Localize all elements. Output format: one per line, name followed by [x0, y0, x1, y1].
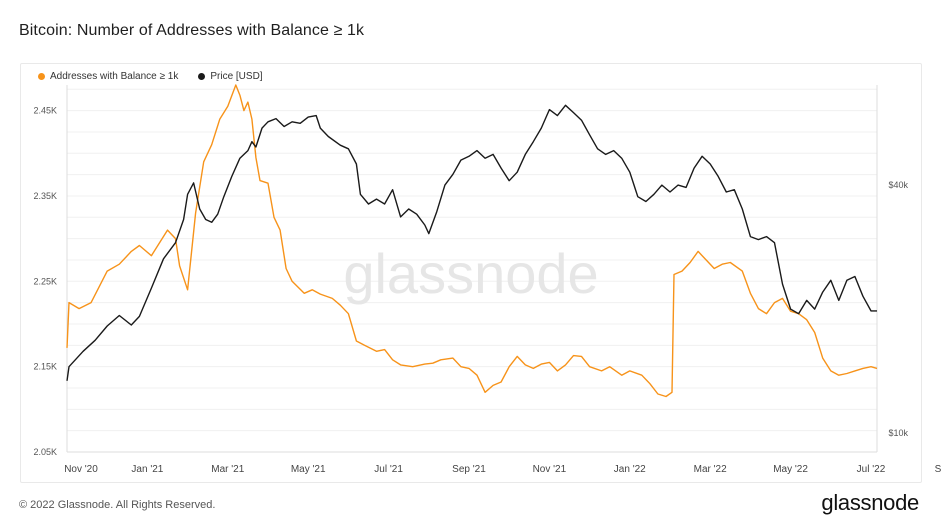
series-line-addresses — [66, 84, 878, 398]
x-tick-label: Jan '22 — [614, 464, 646, 475]
chart-legend: Addresses with Balance ≥ 1k Price [USD] — [38, 71, 263, 82]
y-right-tick-label: $40k — [888, 180, 908, 190]
x-tick-label: Mar '22 — [694, 464, 727, 475]
y-left-tick-label: 2.45K — [33, 106, 57, 116]
x-tick-label: Sep '22 — [935, 464, 941, 475]
x-tick-label: May '21 — [291, 464, 326, 475]
legend-item-addresses[interactable]: Addresses with Balance ≥ 1k — [38, 71, 178, 82]
glassnode-logo[interactable]: glassnode — [821, 490, 919, 515]
y-left-tick-label: 2.35K — [33, 191, 57, 201]
x-tick-label: May '22 — [773, 464, 808, 475]
y-left-tick-label: 2.05K — [33, 447, 57, 457]
y-left-tick-label: 2.25K — [33, 276, 57, 286]
watermark-text: glassnode — [343, 242, 598, 305]
legend-swatch-price — [198, 73, 206, 80]
x-tick-label: Jul '22 — [857, 464, 886, 475]
x-tick-label: Mar '21 — [211, 464, 244, 475]
page-title: Bitcoin: Number of Addresses with Balanc… — [19, 22, 365, 39]
legend-label-price: Price [USD] — [210, 71, 263, 82]
series-line-price — [66, 104, 877, 381]
x-tick-label: Jan '21 — [131, 464, 163, 475]
y-right-tick-label: $10k — [888, 428, 908, 438]
copyright-footer: © 2022 Glassnode. All Rights Reserved. — [19, 499, 216, 511]
legend-item-price[interactable]: Price [USD] — [198, 71, 263, 82]
legend-swatch-addresses — [38, 73, 45, 80]
y-left-tick-label: 2.15K — [33, 362, 57, 372]
x-tick-label: Nov '20 — [64, 464, 98, 475]
x-tick-label: Jul '21 — [374, 464, 403, 475]
x-tick-label: Nov '21 — [533, 464, 567, 475]
legend-label-addresses: Addresses with Balance ≥ 1k — [50, 71, 179, 82]
x-tick-label: Sep '21 — [452, 464, 486, 475]
chart-grid — [67, 88, 877, 453]
chart-panel — [20, 63, 922, 483]
chart-axes: 2.05K 2.15K 2.25K 2.35K 2.45K $10k $40k Nov '20… — [33, 85, 941, 475]
chart-lines — [66, 84, 878, 398]
